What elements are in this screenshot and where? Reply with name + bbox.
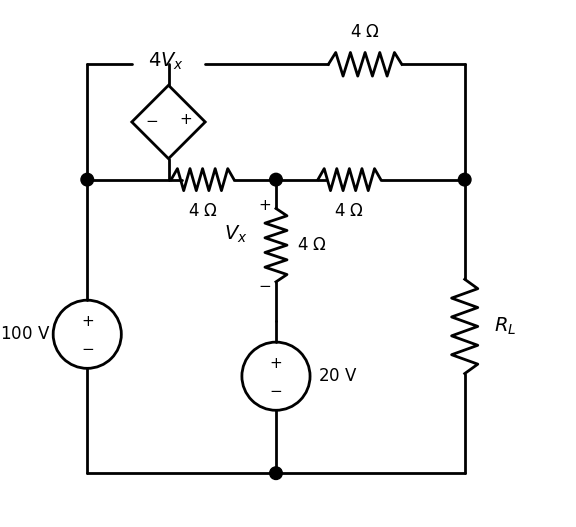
Circle shape <box>458 173 471 186</box>
Text: $4\ \Omega$: $4\ \Omega$ <box>297 237 327 253</box>
Text: $V_x$: $V_x$ <box>223 224 247 245</box>
Text: $100\ \mathrm{V}$: $100\ \mathrm{V}$ <box>0 326 51 343</box>
Text: $20\ \mathrm{V}$: $20\ \mathrm{V}$ <box>318 368 358 385</box>
Text: $4\ \Omega$: $4\ \Omega$ <box>188 203 218 220</box>
Text: $-$: $-$ <box>81 340 94 355</box>
Circle shape <box>81 173 93 186</box>
Text: $4V_x$: $4V_x$ <box>148 51 184 72</box>
Text: $R_L$: $R_L$ <box>494 316 516 337</box>
Text: $4\ \Omega$: $4\ \Omega$ <box>334 203 365 220</box>
Text: $+$: $+$ <box>81 314 94 329</box>
Circle shape <box>270 467 282 480</box>
Text: $-$: $-$ <box>145 112 158 127</box>
Text: $-$: $-$ <box>258 277 271 292</box>
Circle shape <box>270 173 282 186</box>
Text: $4\ \Omega$: $4\ \Omega$ <box>350 24 380 41</box>
Text: $+$: $+$ <box>179 112 192 127</box>
Text: $-$: $-$ <box>270 382 283 397</box>
Text: $+$: $+$ <box>258 198 271 213</box>
Text: $+$: $+$ <box>270 356 283 370</box>
